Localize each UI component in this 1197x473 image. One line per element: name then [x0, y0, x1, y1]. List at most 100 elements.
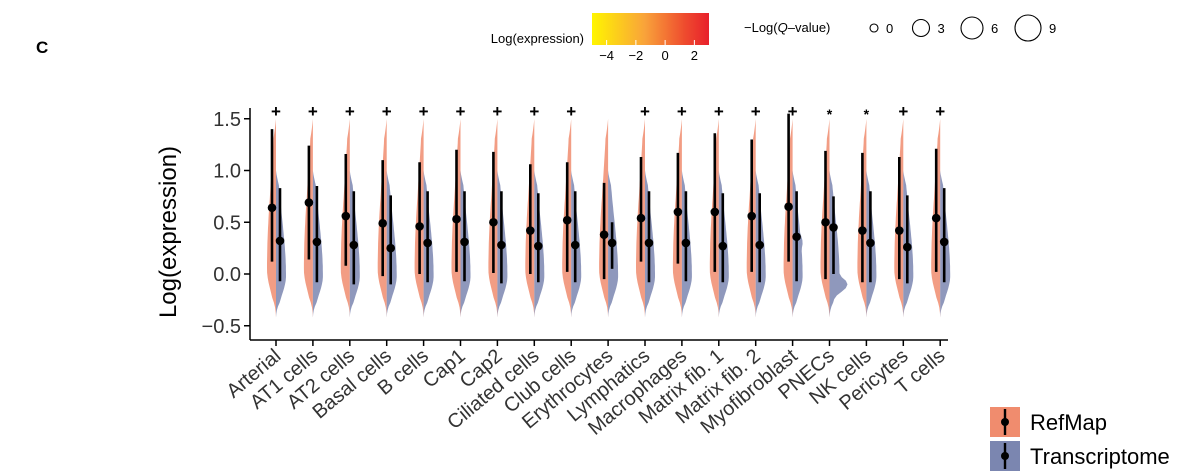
size-legend-value: 9 [1049, 21, 1056, 36]
significance-marker: + [566, 102, 576, 121]
refmap-mean-point [895, 226, 904, 235]
violin-layer [267, 118, 951, 318]
refmap-mean-point [821, 217, 830, 227]
y-tick-label: −0.5 [202, 316, 241, 338]
refmap-mean-point [304, 198, 314, 207]
violin-pair [599, 118, 619, 318]
legend-entry-label: RefMap [1030, 410, 1107, 435]
size-legend-circle [960, 16, 984, 40]
size-legend: −Log(Q–value) 0 3 6 9 [744, 14, 1056, 42]
size-legend-circle [1014, 14, 1042, 42]
violin-pair [267, 118, 286, 318]
legend-entry-refmap: RefMap [990, 407, 1107, 437]
transcriptome-mean-point [570, 240, 580, 250]
refmap-mean-point [341, 211, 351, 221]
transcriptome-mean-point [386, 243, 396, 253]
size-legend-title-prefix: −Log( [744, 20, 778, 35]
significance-marker: + [751, 102, 761, 121]
size-legend-title-italic: Q [778, 20, 788, 35]
refmap-mean-point [931, 213, 941, 223]
transcriptome-mean-point [275, 236, 285, 246]
y-tick-label: 1.5 [213, 109, 241, 131]
transcriptome-mean-point [792, 232, 801, 242]
significance-marker: + [677, 102, 687, 121]
violin-pair [783, 118, 803, 318]
size-legend-circle [911, 18, 931, 38]
size-legend-value: 0 [886, 21, 893, 36]
refmap-mean-point [710, 207, 720, 217]
significance-marker: + [345, 102, 355, 121]
significance-marker: + [640, 102, 650, 121]
transcriptome-mean-point [497, 240, 506, 250]
refmap-mean-point [526, 226, 535, 235]
refmap-mean-point [673, 207, 683, 217]
significance-marker: + [271, 102, 281, 121]
error-bar-layer [267, 113, 949, 285]
transcriptome-mean-point [718, 241, 728, 251]
panel-letter: C [36, 38, 49, 57]
significance-marker: + [382, 102, 392, 121]
transcriptome-mean-point [312, 237, 322, 247]
refmap-mean-point [784, 202, 793, 212]
color-legend-tick-label: −2 [628, 48, 643, 63]
size-legend-title-suffix: –value) [788, 20, 831, 35]
transcriptome-mean-point [423, 238, 432, 248]
transcriptome-mean-point [460, 237, 469, 247]
significance-marker: + [714, 102, 724, 121]
refmap-mean-point [489, 217, 498, 227]
violin-pair [414, 118, 434, 318]
violin-pair [672, 118, 692, 318]
refmap-mean-point [415, 222, 424, 231]
significance-marker: + [529, 102, 539, 121]
refmap-mean-point [599, 230, 609, 239]
transcriptome-mean-point [755, 240, 764, 250]
color-legend-tick-label: 0 [662, 48, 669, 63]
transcriptome-mean-point [681, 238, 691, 248]
transcriptome-mean-point [534, 241, 543, 251]
refmap-mean-point [267, 203, 277, 213]
violin-pair [857, 118, 877, 318]
significance-marker: + [419, 102, 429, 121]
refmap-mean-point [452, 214, 461, 224]
y-axis-ticks: −0.5 0.0 0.5 1.0 1.5 [202, 109, 250, 338]
y-tick-label: 1.0 [213, 161, 241, 183]
legend-point-glyph [1001, 452, 1009, 460]
significance-marker: + [492, 102, 502, 121]
significance-marker: + [898, 102, 908, 121]
refmap-mean-point [858, 226, 867, 235]
color-legend-ticks: −4 −2 0 2 [599, 40, 698, 63]
size-legend-value: 3 [938, 21, 945, 36]
size-legend-items: 0 3 6 9 [869, 14, 1056, 42]
color-legend-title: Log(expression) [491, 31, 584, 46]
transcriptome-mean-point [829, 223, 838, 232]
transcriptome-mean-point [644, 238, 654, 248]
transcriptome-mean-point [607, 238, 617, 248]
significance-marker: + [935, 102, 945, 121]
y-tick-label: 0.5 [213, 212, 241, 234]
legend-entry-label: Transcriptome [1030, 444, 1170, 469]
violin-pair [303, 118, 323, 318]
size-legend-circle [869, 23, 879, 33]
significance-marker: * [864, 106, 870, 122]
y-axis-label: Log(expression) [155, 146, 182, 318]
violin-pair [377, 118, 397, 318]
transcriptome-mean-point [903, 242, 912, 252]
refmap-mean-point [378, 218, 388, 228]
x-tick-label: Cap1 [419, 345, 470, 393]
transcriptome-mean-point [939, 237, 949, 247]
significance-marker: + [788, 102, 798, 121]
refmap-mean-point [747, 211, 756, 221]
y-tick-label: 0.0 [213, 264, 241, 286]
legend-point-glyph [1001, 418, 1009, 426]
violin-pair [488, 118, 508, 318]
refmap-mean-point [636, 213, 646, 223]
size-legend-title: −Log(Q–value) [744, 20, 830, 35]
violin-pair [894, 118, 914, 318]
transcriptome-mean-point [866, 238, 875, 248]
significance-layer: + + + + + + + + + + + + + + * * + + [271, 102, 945, 122]
refmap-mean-point [562, 215, 572, 225]
significance-marker: * [827, 106, 833, 122]
